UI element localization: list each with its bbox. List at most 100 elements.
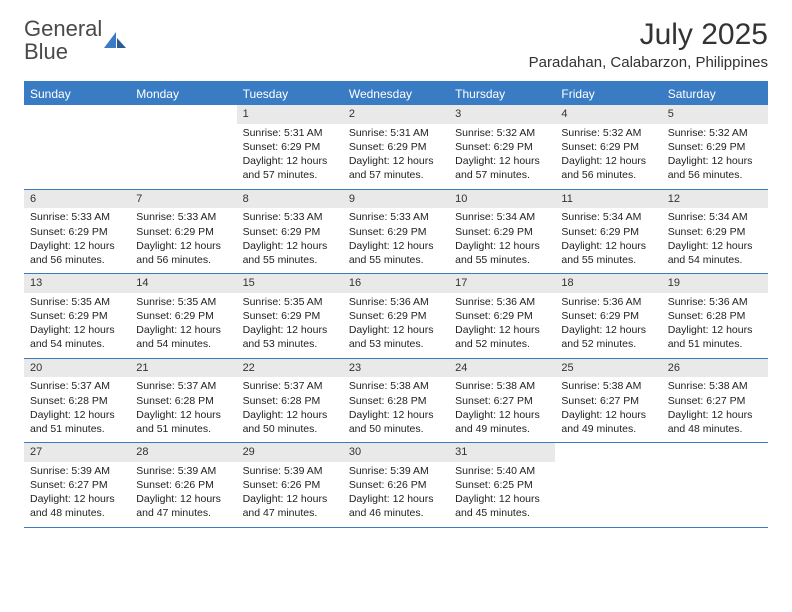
day-body: Sunrise: 5:36 AMSunset: 6:29 PMDaylight:… (343, 293, 449, 358)
day-cell: 29Sunrise: 5:39 AMSunset: 6:26 PMDayligh… (237, 443, 343, 527)
day-number: 2 (343, 105, 449, 124)
daylight-line-2: and 51 minutes. (136, 422, 230, 436)
daylight-line-2: and 54 minutes. (136, 337, 230, 351)
day-cell (555, 443, 661, 527)
day-body: Sunrise: 5:39 AMSunset: 6:26 PMDaylight:… (343, 462, 449, 527)
day-cell: 30Sunrise: 5:39 AMSunset: 6:26 PMDayligh… (343, 443, 449, 527)
day-body: Sunrise: 5:36 AMSunset: 6:29 PMDaylight:… (449, 293, 555, 358)
sunset-line: Sunset: 6:29 PM (136, 225, 230, 239)
daylight-line-1: Daylight: 12 hours (455, 239, 549, 253)
sunrise-line: Sunrise: 5:33 AM (243, 210, 337, 224)
sunset-line: Sunset: 6:29 PM (668, 140, 762, 154)
day-cell: 13Sunrise: 5:35 AMSunset: 6:29 PMDayligh… (24, 274, 130, 358)
day-cell: 7Sunrise: 5:33 AMSunset: 6:29 PMDaylight… (130, 190, 236, 274)
day-number: 13 (24, 274, 130, 293)
daylight-line-2: and 45 minutes. (455, 506, 549, 520)
day-number: 4 (555, 105, 661, 124)
sunset-line: Sunset: 6:29 PM (455, 309, 549, 323)
logo-word-blue: Blue (24, 39, 68, 64)
day-number: 22 (237, 359, 343, 378)
sunrise-line: Sunrise: 5:31 AM (349, 126, 443, 140)
daylight-line-1: Daylight: 12 hours (349, 323, 443, 337)
day-number: 6 (24, 190, 130, 209)
day-number (24, 105, 130, 124)
daylight-line-2: and 50 minutes. (349, 422, 443, 436)
week-row: 13Sunrise: 5:35 AMSunset: 6:29 PMDayligh… (24, 274, 768, 359)
day-cell: 11Sunrise: 5:34 AMSunset: 6:29 PMDayligh… (555, 190, 661, 274)
sunset-line: Sunset: 6:28 PM (136, 394, 230, 408)
day-body: Sunrise: 5:32 AMSunset: 6:29 PMDaylight:… (449, 124, 555, 189)
day-header-wed: Wednesday (343, 83, 449, 105)
daylight-line-2: and 54 minutes. (30, 337, 124, 351)
sunrise-line: Sunrise: 5:36 AM (561, 295, 655, 309)
sunset-line: Sunset: 6:25 PM (455, 478, 549, 492)
day-body: Sunrise: 5:39 AMSunset: 6:26 PMDaylight:… (130, 462, 236, 527)
day-body: Sunrise: 5:36 AMSunset: 6:29 PMDaylight:… (555, 293, 661, 358)
daylight-line-2: and 56 minutes. (561, 168, 655, 182)
day-number: 17 (449, 274, 555, 293)
daylight-line-1: Daylight: 12 hours (349, 492, 443, 506)
week-row: 1Sunrise: 5:31 AMSunset: 6:29 PMDaylight… (24, 105, 768, 190)
daylight-line-1: Daylight: 12 hours (455, 154, 549, 168)
day-body (24, 124, 130, 184)
daylight-line-1: Daylight: 12 hours (30, 408, 124, 422)
day-body (130, 124, 236, 184)
day-cell: 17Sunrise: 5:36 AMSunset: 6:29 PMDayligh… (449, 274, 555, 358)
sunrise-line: Sunrise: 5:32 AM (561, 126, 655, 140)
daylight-line-1: Daylight: 12 hours (349, 239, 443, 253)
day-cell: 4Sunrise: 5:32 AMSunset: 6:29 PMDaylight… (555, 105, 661, 189)
day-body: Sunrise: 5:37 AMSunset: 6:28 PMDaylight:… (130, 377, 236, 442)
sunset-line: Sunset: 6:28 PM (243, 394, 337, 408)
daylight-line-2: and 57 minutes. (455, 168, 549, 182)
daylight-line-2: and 46 minutes. (349, 506, 443, 520)
day-cell: 26Sunrise: 5:38 AMSunset: 6:27 PMDayligh… (662, 359, 768, 443)
sunset-line: Sunset: 6:29 PM (561, 140, 655, 154)
daylight-line-2: and 51 minutes. (668, 337, 762, 351)
daylight-line-1: Daylight: 12 hours (561, 323, 655, 337)
daylight-line-2: and 54 minutes. (668, 253, 762, 267)
daylight-line-2: and 47 minutes. (243, 506, 337, 520)
sunrise-line: Sunrise: 5:35 AM (243, 295, 337, 309)
daylight-line-2: and 49 minutes. (455, 422, 549, 436)
logo: General Blue (24, 18, 126, 64)
day-number: 3 (449, 105, 555, 124)
sunrise-line: Sunrise: 5:35 AM (30, 295, 124, 309)
day-header-fri: Friday (555, 83, 661, 105)
day-body: Sunrise: 5:34 AMSunset: 6:29 PMDaylight:… (662, 208, 768, 273)
sunrise-line: Sunrise: 5:36 AM (349, 295, 443, 309)
sunrise-line: Sunrise: 5:34 AM (668, 210, 762, 224)
daylight-line-1: Daylight: 12 hours (668, 239, 762, 253)
daylight-line-2: and 51 minutes. (30, 422, 124, 436)
day-cell: 3Sunrise: 5:32 AMSunset: 6:29 PMDaylight… (449, 105, 555, 189)
day-number: 26 (662, 359, 768, 378)
sunrise-line: Sunrise: 5:32 AM (455, 126, 549, 140)
daylight-line-1: Daylight: 12 hours (561, 239, 655, 253)
day-body: Sunrise: 5:34 AMSunset: 6:29 PMDaylight:… (449, 208, 555, 273)
sunset-line: Sunset: 6:29 PM (243, 225, 337, 239)
daylight-line-2: and 47 minutes. (136, 506, 230, 520)
daylight-line-1: Daylight: 12 hours (136, 492, 230, 506)
day-body: Sunrise: 5:34 AMSunset: 6:29 PMDaylight:… (555, 208, 661, 273)
daylight-line-1: Daylight: 12 hours (243, 408, 337, 422)
header: General Blue July 2025 Paradahan, Calaba… (24, 18, 768, 71)
day-body: Sunrise: 5:35 AMSunset: 6:29 PMDaylight:… (130, 293, 236, 358)
day-cell: 31Sunrise: 5:40 AMSunset: 6:25 PMDayligh… (449, 443, 555, 527)
day-cell: 21Sunrise: 5:37 AMSunset: 6:28 PMDayligh… (130, 359, 236, 443)
sunrise-line: Sunrise: 5:39 AM (136, 464, 230, 478)
day-body: Sunrise: 5:32 AMSunset: 6:29 PMDaylight:… (662, 124, 768, 189)
day-body: Sunrise: 5:37 AMSunset: 6:28 PMDaylight:… (237, 377, 343, 442)
day-number: 20 (24, 359, 130, 378)
sunset-line: Sunset: 6:29 PM (243, 140, 337, 154)
day-cell: 18Sunrise: 5:36 AMSunset: 6:29 PMDayligh… (555, 274, 661, 358)
week-row: 6Sunrise: 5:33 AMSunset: 6:29 PMDaylight… (24, 190, 768, 275)
day-body: Sunrise: 5:33 AMSunset: 6:29 PMDaylight:… (343, 208, 449, 273)
daylight-line-2: and 48 minutes. (668, 422, 762, 436)
day-body (662, 462, 768, 522)
week-row: 20Sunrise: 5:37 AMSunset: 6:28 PMDayligh… (24, 359, 768, 444)
sunrise-line: Sunrise: 5:40 AM (455, 464, 549, 478)
day-cell: 12Sunrise: 5:34 AMSunset: 6:29 PMDayligh… (662, 190, 768, 274)
day-number: 28 (130, 443, 236, 462)
day-cell (662, 443, 768, 527)
day-cell: 8Sunrise: 5:33 AMSunset: 6:29 PMDaylight… (237, 190, 343, 274)
day-cell: 16Sunrise: 5:36 AMSunset: 6:29 PMDayligh… (343, 274, 449, 358)
